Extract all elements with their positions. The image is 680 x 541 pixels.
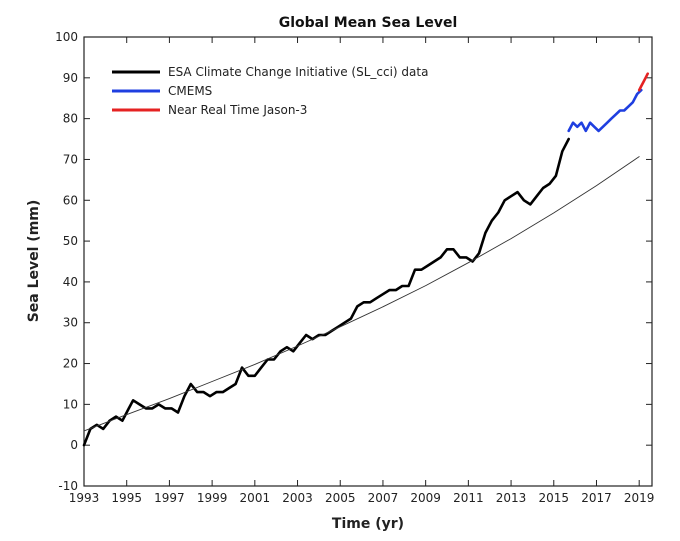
y-tick-label: 90 xyxy=(63,71,78,85)
chart-title: Global Mean Sea Level xyxy=(279,15,458,31)
series-line-cmems xyxy=(567,88,643,133)
x-tick-label: 2003 xyxy=(282,491,313,505)
y-tick-label: 10 xyxy=(63,397,78,411)
x-axis-label: Time (yr) xyxy=(332,516,404,532)
x-tick-label: 2007 xyxy=(368,491,399,505)
y-tick-label: 0 xyxy=(70,438,78,452)
x-tick-label: 1993 xyxy=(69,491,100,505)
y-tick-label: 60 xyxy=(63,193,78,207)
x-tick-label: 2019 xyxy=(624,491,655,505)
series-line-jason3 xyxy=(637,72,650,92)
y-tick-label: 50 xyxy=(63,234,78,248)
y-tick-label: 100 xyxy=(55,30,78,44)
legend-label: ESA Climate Change Initiative (SL_cci) d… xyxy=(168,65,428,79)
trend-curve xyxy=(83,156,640,432)
y-tick-label: 20 xyxy=(63,357,78,371)
y-tick-label: 70 xyxy=(63,152,78,166)
y-tick-label: 40 xyxy=(63,275,78,289)
x-tick-label: 2001 xyxy=(240,491,271,505)
x-tick-label: 1995 xyxy=(111,491,142,505)
y-tick-label: 30 xyxy=(63,316,78,330)
y-axis-ticks: -10 0 10 20 30 40 50 60 70 80 90 100 xyxy=(55,30,652,493)
x-tick-label: 1999 xyxy=(197,491,228,505)
x-tick-label: 2015 xyxy=(539,491,570,505)
x-tick-label: 2009 xyxy=(410,491,441,505)
y-tick-label: -10 xyxy=(58,479,78,493)
series-line-sl-cci xyxy=(82,137,571,447)
x-tick-label: 2005 xyxy=(325,491,356,505)
x-tick-label: 2011 xyxy=(453,491,484,505)
x-tick-label: 2017 xyxy=(581,491,612,505)
y-axis-label: Sea Level (mm) xyxy=(26,200,42,323)
legend: ESA Climate Change Initiative (SL_cci) d… xyxy=(112,65,428,117)
series-layer xyxy=(82,72,650,447)
legend-label: CMEMS xyxy=(168,84,212,98)
x-tick-label: 1997 xyxy=(154,491,185,505)
x-axis-ticks: 1993 1995 1997 1999 2001 2003 2005 2007 2009 2011… xyxy=(69,37,655,505)
x-tick-label: 2013 xyxy=(496,491,527,505)
legend-label: Near Real Time Jason-3 xyxy=(168,103,307,117)
y-tick-label: 80 xyxy=(63,112,78,126)
